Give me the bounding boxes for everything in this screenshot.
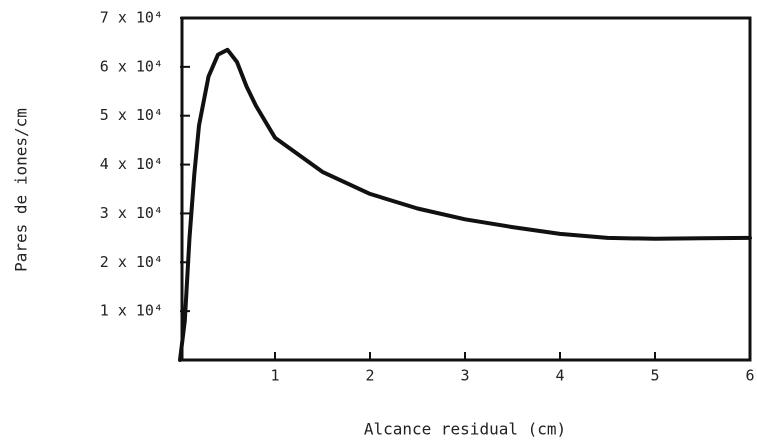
- y-tick-label: 7 x 10⁴: [100, 9, 163, 27]
- data-line: [178, 47, 752, 362]
- x-tick-label: 3: [460, 367, 469, 385]
- y-tick-label: 3 x 10⁴: [100, 204, 163, 222]
- x-axis-label: Alcance residual (cm): [364, 420, 566, 439]
- y-tick-label: 1 x 10⁴: [100, 302, 163, 320]
- x-tick-label: 4: [555, 367, 564, 385]
- y-tick-label: 4 x 10⁴: [100, 155, 163, 173]
- x-tick-label: 2: [365, 367, 374, 385]
- y-tick-label: 5 x 10⁴: [100, 106, 163, 124]
- x-tick-label: 6: [745, 367, 754, 385]
- x-tick-label: 1: [270, 367, 279, 385]
- y-axis-label: Pares de iones/cm: [12, 108, 31, 272]
- x-tick-label: 5: [650, 367, 659, 385]
- y-tick-label: 2 x 10⁴: [100, 253, 163, 271]
- y-tick-label: 6 x 10⁴: [100, 57, 163, 75]
- plot-frame: [180, 16, 752, 362]
